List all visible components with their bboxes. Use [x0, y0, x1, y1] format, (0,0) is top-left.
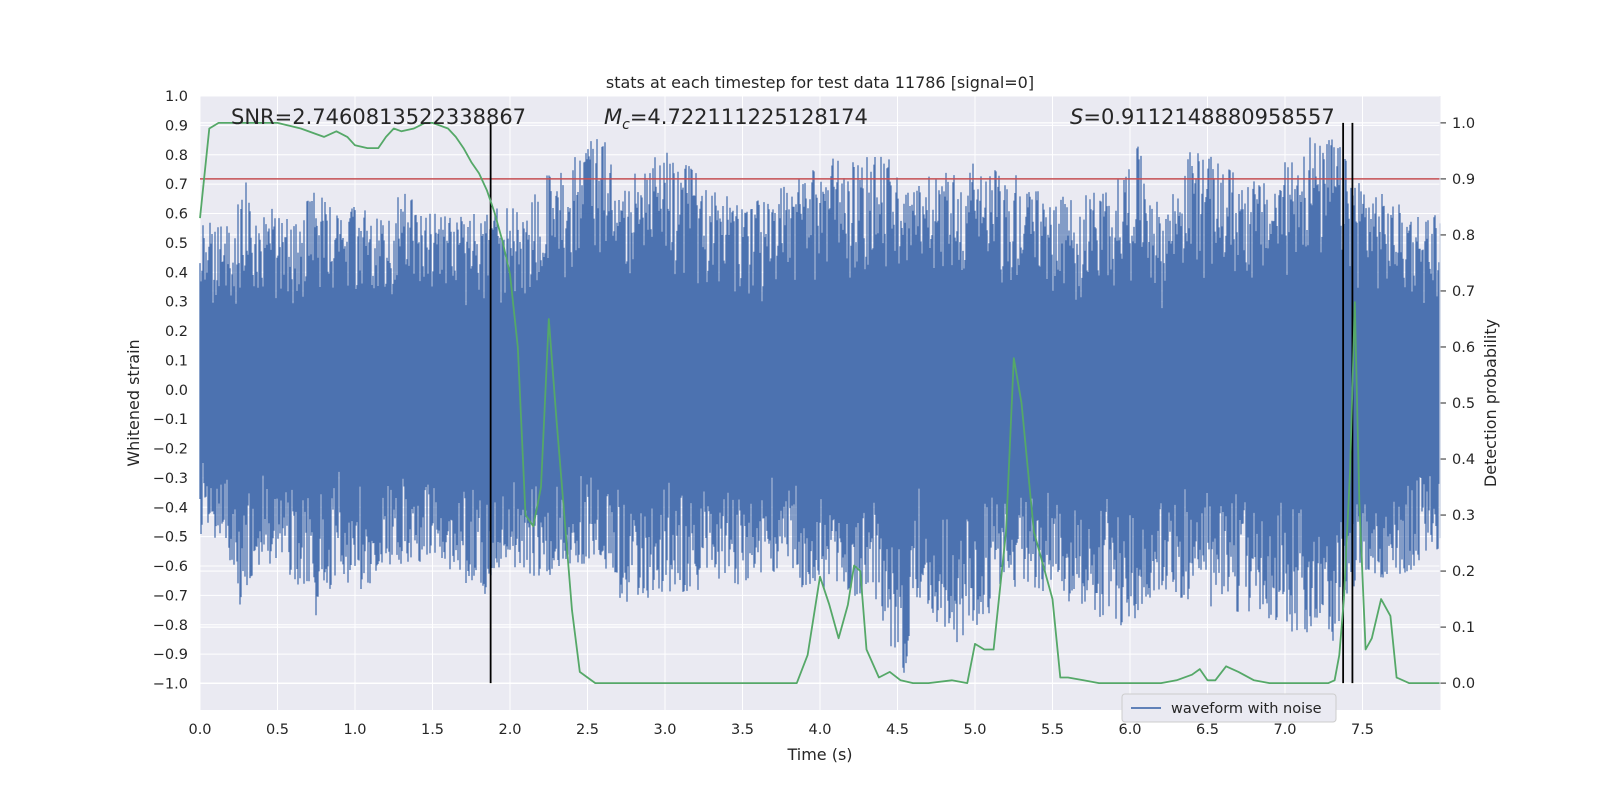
y-left-tick-label: −0.8 — [153, 618, 188, 634]
snr-annotation: SNR=2.7460813522338867 — [231, 105, 526, 129]
x-tick-label: 7.5 — [1351, 722, 1374, 738]
s-value: =0.9112148880958557 — [1083, 105, 1334, 129]
x-axis-ticks: 0.0 0.5 1.0 1.5 2.0 2.5 3.0 3.5 4.0 4.5 5.0 5.5 6.0 6… — [188, 722, 1374, 738]
y-left-tick-label: 0.8 — [165, 148, 188, 164]
legend-box — [1121, 693, 1337, 723]
y-right-tick-label: 0.5 — [1452, 396, 1475, 412]
y-left-tick-label: −0.3 — [153, 471, 188, 487]
x-tick-label: 0.0 — [188, 722, 211, 738]
mc-value: =4.722111225128174 — [630, 105, 868, 129]
y-left-tick-label: 0.9 — [165, 118, 188, 134]
x-tick-label: 1.0 — [343, 722, 366, 738]
probability-line — [199, 122, 1440, 684]
y-left-tick-label: −0.6 — [153, 559, 188, 575]
y-left-axis-ticks: 1.0 0.9 0.8 0.7 0.6 0.5 0.4 0.3 0.2 0.1 0.0 −0.1 −0.… — [153, 89, 188, 693]
y-right-axis-label: Detection probability — [1481, 319, 1500, 487]
x-tick-label: 4.5 — [886, 722, 909, 738]
legend-label-waveform: waveform with noise — [1171, 701, 1322, 717]
y-right-tick-label: 0.6 — [1452, 340, 1475, 356]
x-tick-label: 5.0 — [963, 722, 986, 738]
x-tick-label: 1.5 — [421, 722, 444, 738]
x-tick-label: 7.0 — [1273, 722, 1296, 738]
y-left-tick-label: 0.4 — [165, 265, 188, 281]
probability-series — [199, 122, 1440, 684]
y-left-tick-label: 0.5 — [165, 236, 188, 252]
s-symbol: S — [1070, 105, 1083, 129]
y-left-tick-label: 0.3 — [165, 295, 188, 311]
y-left-tick-label: −0.4 — [153, 500, 188, 516]
waveform-trace — [199, 137, 1441, 673]
waveform-series — [199, 137, 1441, 673]
s-annotation: S=0.9112148880958557 — [1070, 105, 1335, 129]
x-tick-label: 5.5 — [1041, 722, 1064, 738]
y-left-tick-label: 0.2 — [165, 324, 188, 340]
y-right-tick-label: 0.2 — [1452, 564, 1475, 580]
y-left-tick-label: 1.0 — [165, 89, 188, 105]
y-right-tick-label: 0.9 — [1452, 172, 1475, 188]
y-right-tick-label: 0.1 — [1452, 620, 1475, 636]
x-tick-label: 3.0 — [653, 722, 676, 738]
mc-subscript: c — [622, 117, 630, 133]
y-left-tick-label: −0.9 — [153, 647, 188, 663]
mc-symbol: M — [604, 105, 622, 129]
x-tick-label: 6.5 — [1196, 722, 1219, 738]
y-left-tick-label: −0.5 — [153, 530, 188, 546]
y-left-tick-label: 0.1 — [165, 353, 188, 369]
y-left-tick-label: 0.6 — [165, 207, 188, 223]
x-tick-label: 4.0 — [808, 722, 831, 738]
x-tick-label: 0.5 — [266, 722, 289, 738]
y-right-tick-label: 0.7 — [1452, 284, 1475, 300]
legend: waveform with noise — [1121, 693, 1337, 723]
y-left-tick-label: −0.2 — [153, 442, 188, 458]
y-left-tick-label: 0.7 — [165, 177, 188, 193]
y-left-tick-label: −0.7 — [153, 588, 188, 604]
x-tick-label: 6.0 — [1118, 722, 1141, 738]
x-tick-label: 2.0 — [498, 722, 521, 738]
y-right-tick-label: 1.0 — [1452, 116, 1475, 132]
x-tick-label: 3.5 — [731, 722, 754, 738]
y-right-tick-label: 0.3 — [1452, 508, 1475, 524]
x-axis-label: Time (s) — [786, 745, 852, 764]
y-left-tick-label: −1.0 — [153, 677, 188, 693]
chart-title: stats at each timestep for test data 117… — [606, 73, 1034, 92]
y-left-tick-label: −0.1 — [153, 412, 188, 428]
y-left-axis-label: Whitened strain — [124, 339, 143, 466]
y-right-tick-label: 0.4 — [1452, 452, 1475, 468]
mc-annotation: Mc=4.722111225128174 — [604, 105, 868, 133]
y-right-tick-label: 0.8 — [1452, 228, 1475, 244]
y-right-axis-ticks: 1.0 0.9 0.8 0.7 0.6 0.5 0.4 0.3 0.2 0.1 0.0 — [1439, 96, 1475, 710]
y-right-tick-label: 0.0 — [1452, 676, 1475, 692]
x-tick-label: 2.5 — [576, 722, 599, 738]
y-left-tick-label: 0.0 — [165, 383, 188, 399]
